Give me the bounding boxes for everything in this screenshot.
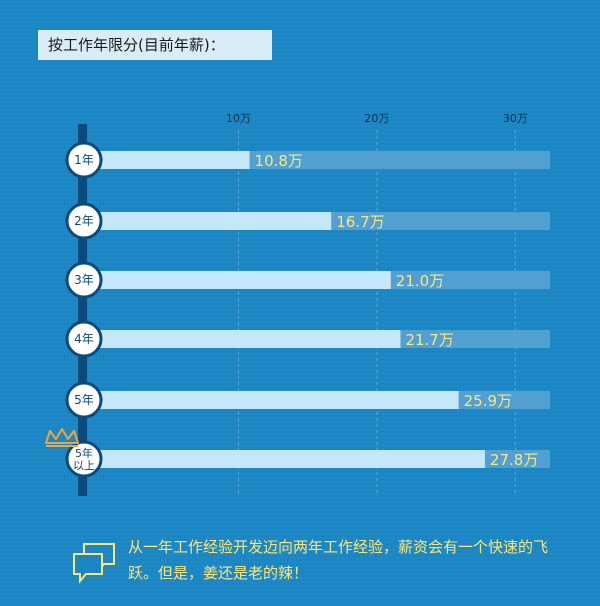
crown-icon [45, 428, 79, 444]
category-badge [65, 320, 103, 358]
category-label: 1年 [74, 153, 94, 167]
chart-header: 按工作年限分(目前年薪)： [38, 30, 272, 60]
bar [100, 330, 401, 348]
speech-bubble-icon [73, 543, 115, 584]
category-label: 3年 [74, 273, 94, 287]
bar [100, 212, 332, 230]
salary-bar-chart: 10万 20万 30万 10.8万 1年 16.7万 2年 21.0万 3年 21.7万 4年 25.… [45, 112, 550, 496]
bar [100, 151, 250, 169]
bar-value-label: 21.0万 [396, 272, 444, 290]
category-badge [65, 202, 103, 240]
category-badge [65, 440, 103, 478]
category-badge [65, 141, 103, 179]
chart-title: 按工作年限分(目前年薪)： [48, 36, 225, 54]
bar-value-label: 25.9万 [464, 392, 512, 410]
category-label: 5年 [74, 393, 94, 407]
bar-value-label: 16.7万 [336, 213, 384, 231]
bar-value-label: 10.8万 [255, 152, 303, 170]
bar [100, 271, 391, 289]
bar [100, 391, 459, 409]
x-tick-label: 30万 [503, 112, 528, 125]
footer-note: 从一年工作经验开发迈向两年工作经验，薪资会有一个快速的飞跃。但是，姜还是老的辣！ [70, 530, 590, 600]
category-label: 2年 [74, 214, 94, 228]
bar-value-label: 27.8万 [490, 451, 538, 469]
y-axis-strip [78, 124, 87, 496]
category-label: 5年以上 [73, 446, 95, 472]
bar [100, 450, 485, 468]
x-tick-label: 10万 [226, 112, 251, 125]
footer-text: 从一年工作经验开发迈向两年工作经验，薪资会有一个快速的飞跃。但是，姜还是老的辣！ [128, 538, 549, 582]
bar-value-label: 21.7万 [405, 331, 453, 349]
x-tick-label: 20万 [364, 112, 389, 125]
category-badge [65, 261, 103, 299]
category-badge [65, 381, 103, 419]
category-label: 4年 [74, 332, 94, 346]
